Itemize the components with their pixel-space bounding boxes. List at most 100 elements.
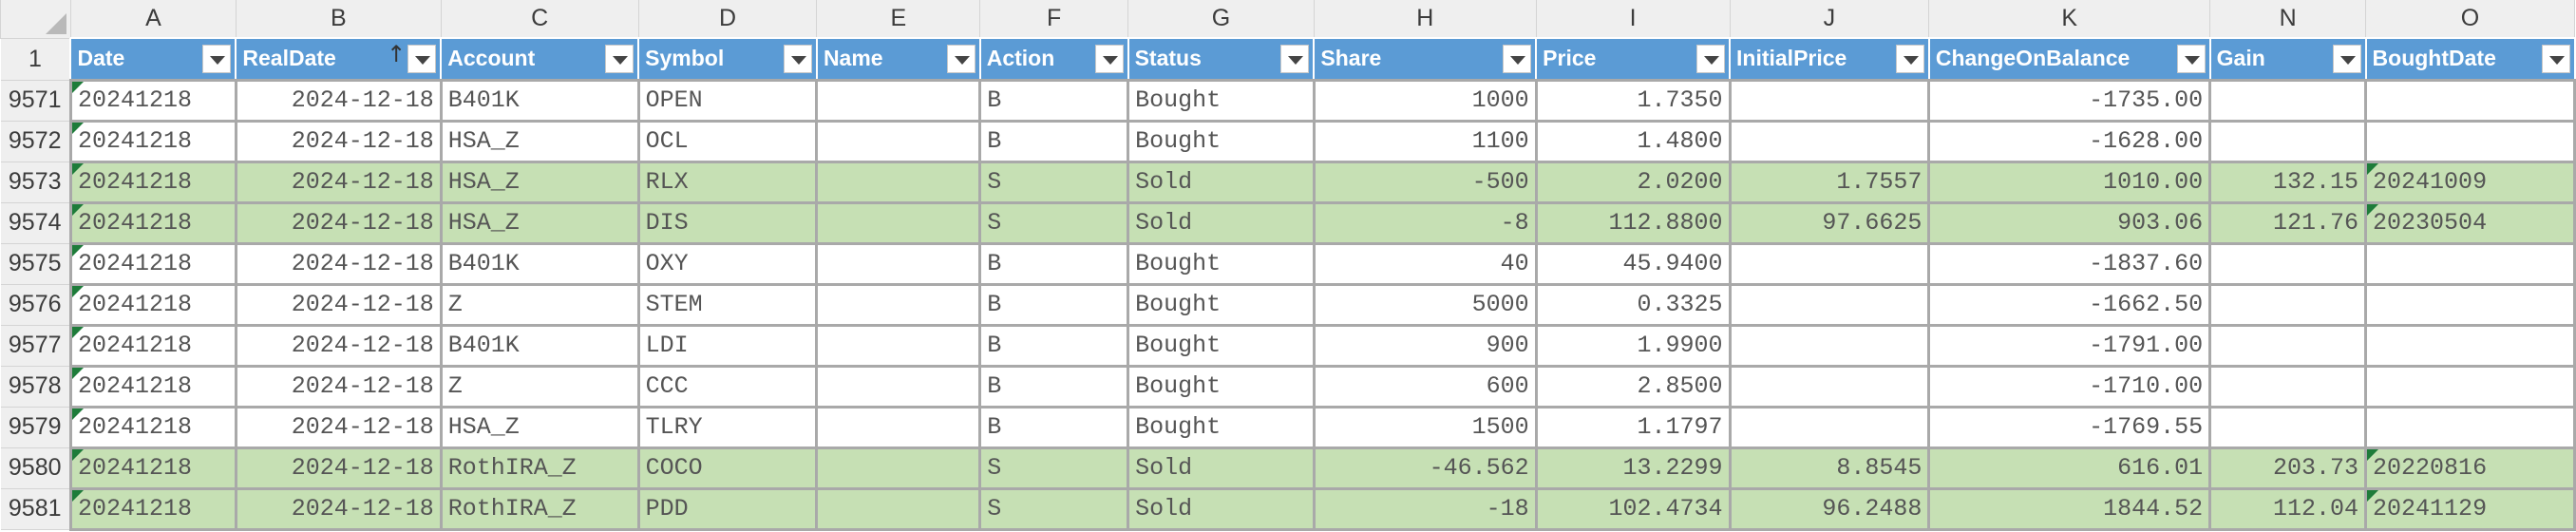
cell-status[interactable]: Bought xyxy=(1127,282,1316,327)
cell-status[interactable]: Sold xyxy=(1127,160,1316,204)
cell-gain[interactable] xyxy=(2208,78,2368,123)
cell-symbol[interactable]: LDI xyxy=(636,323,819,368)
cell-status[interactable]: Bought xyxy=(1127,119,1316,163)
row-number[interactable]: 9573 xyxy=(0,161,71,203)
cell-initialprice[interactable] xyxy=(1728,364,1931,408)
select-all-button[interactable] xyxy=(0,0,71,39)
cell-share[interactable]: -46.562 xyxy=(1312,446,1538,490)
cell-realdate[interactable]: 2024-12-18 xyxy=(234,160,443,204)
cell-status[interactable]: Sold xyxy=(1127,200,1316,245)
cell-gain[interactable]: 132.15 xyxy=(2208,160,2368,204)
cell-price[interactable]: 2.8500 xyxy=(1534,364,1732,408)
cell-action[interactable]: B xyxy=(978,364,1130,408)
cell-initialprice[interactable] xyxy=(1728,405,1931,449)
cell-account[interactable]: HSA_Z xyxy=(439,200,640,245)
filter-dropdown-icon[interactable] xyxy=(1094,45,1124,73)
header-cell-status[interactable]: Status xyxy=(1127,37,1316,81)
cell-account[interactable]: Z xyxy=(439,364,640,408)
filter-dropdown-icon[interactable] xyxy=(202,45,232,73)
cell-changeonbalance[interactable]: 1010.00 xyxy=(1927,160,2212,204)
cell-share[interactable]: 5000 xyxy=(1312,282,1538,327)
cell-date[interactable]: 20241218 xyxy=(68,405,237,449)
cell-action[interactable]: B xyxy=(978,78,1130,123)
filter-dropdown-icon[interactable] xyxy=(2176,45,2206,73)
row-number[interactable]: 9575 xyxy=(0,242,71,285)
cell-realdate[interactable]: 2024-12-18 xyxy=(234,78,443,123)
cell-symbol[interactable]: OPEN xyxy=(636,78,819,123)
cell-account[interactable]: RothIRA_Z xyxy=(439,486,640,531)
cell-action[interactable]: B xyxy=(978,241,1130,286)
column-letter[interactable]: A xyxy=(69,0,237,39)
cell-realdate[interactable]: 2024-12-18 xyxy=(234,486,443,531)
row-number[interactable]: 9581 xyxy=(0,487,71,530)
header-cell-date[interactable]: Date xyxy=(69,37,237,81)
cell-price[interactable]: 1.4800 xyxy=(1534,119,1732,163)
cell-account[interactable]: RothIRA_Z xyxy=(439,446,640,490)
cell-action[interactable]: S xyxy=(978,486,1130,531)
cell-name[interactable] xyxy=(815,486,982,531)
cell-gain[interactable] xyxy=(2208,364,2368,408)
cell-account[interactable]: HSA_Z xyxy=(439,119,640,163)
filter-dropdown-icon[interactable] xyxy=(1696,45,1726,73)
cell-status[interactable]: Bought xyxy=(1127,323,1316,368)
cell-share[interactable]: 40 xyxy=(1312,241,1538,286)
row-number[interactable]: 9574 xyxy=(0,201,71,244)
cell-action[interactable]: B xyxy=(978,282,1130,327)
cell-realdate[interactable]: 2024-12-18 xyxy=(234,200,443,245)
cell-symbol[interactable]: STEM xyxy=(636,282,819,327)
cell-changeonbalance[interactable]: -1662.50 xyxy=(1927,282,2212,327)
cell-price[interactable]: 112.8800 xyxy=(1534,200,1732,245)
column-letter[interactable]: C xyxy=(440,0,639,39)
cell-name[interactable] xyxy=(815,282,982,327)
cell-share[interactable]: -500 xyxy=(1312,160,1538,204)
cell-account[interactable]: B401K xyxy=(439,78,640,123)
cell-realdate[interactable]: 2024-12-18 xyxy=(234,241,443,286)
cell-status[interactable]: Bought xyxy=(1127,364,1316,408)
cell-share[interactable]: 1500 xyxy=(1312,405,1538,449)
cell-symbol[interactable]: DIS xyxy=(636,200,819,245)
cell-symbol[interactable]: OCL xyxy=(636,119,819,163)
header-cell-realdate[interactable]: RealDate ↑ xyxy=(235,37,443,81)
cell-gain[interactable] xyxy=(2208,282,2368,327)
cell-price[interactable]: 45.9400 xyxy=(1534,241,1732,286)
cell-account[interactable]: HSA_Z xyxy=(439,160,640,204)
row-number[interactable]: 9579 xyxy=(0,406,71,448)
cell-action[interactable]: S xyxy=(978,160,1130,204)
cell-boughtdate[interactable]: 20230504 xyxy=(2364,200,2576,245)
cell-date[interactable]: 20241218 xyxy=(68,160,237,204)
header-cell-gain[interactable]: Gain xyxy=(2208,37,2367,81)
cell-name[interactable] xyxy=(815,160,982,204)
row-number[interactable]: 9572 xyxy=(0,120,71,162)
header-cell-share[interactable]: Share xyxy=(1313,37,1538,81)
cell-changeonbalance[interactable]: -1837.60 xyxy=(1927,241,2212,286)
cell-name[interactable] xyxy=(815,78,982,123)
header-cell-changeonbalance[interactable]: ChangeOnBalance xyxy=(1927,37,2211,81)
cell-share[interactable]: 900 xyxy=(1312,323,1538,368)
cell-boughtdate[interactable] xyxy=(2364,241,2576,286)
cell-boughtdate[interactable]: 20241129 xyxy=(2364,486,2576,531)
cell-boughtdate[interactable] xyxy=(2364,323,2576,368)
header-cell-boughtdate[interactable]: BoughtDate xyxy=(2364,37,2576,81)
cell-changeonbalance[interactable]: 1844.52 xyxy=(1927,486,2212,531)
filter-dropdown-icon[interactable] xyxy=(2541,45,2570,73)
cell-action[interactable]: S xyxy=(978,446,1130,490)
row-number[interactable]: 1 xyxy=(0,37,71,81)
filter-dropdown-icon[interactable] xyxy=(1280,45,1310,73)
cell-initialprice[interactable]: 96.2488 xyxy=(1728,486,1931,531)
row-number[interactable]: 9578 xyxy=(0,365,71,408)
cell-price[interactable]: 102.4734 xyxy=(1534,486,1732,531)
filter-dropdown-icon[interactable] xyxy=(946,45,975,73)
cell-changeonbalance[interactable]: -1791.00 xyxy=(1927,323,2212,368)
cell-initialprice[interactable] xyxy=(1728,78,1931,123)
filter-dropdown-icon[interactable] xyxy=(407,45,437,73)
cell-initialprice[interactable]: 97.6625 xyxy=(1728,200,1931,245)
header-cell-action[interactable]: Action xyxy=(978,37,1129,81)
cell-initialprice[interactable]: 1.7557 xyxy=(1728,160,1931,204)
cell-gain[interactable]: 121.76 xyxy=(2208,200,2368,245)
cell-share[interactable]: 1100 xyxy=(1312,119,1538,163)
header-cell-initialprice[interactable]: InitialPrice xyxy=(1729,37,1930,81)
column-letter[interactable]: F xyxy=(979,0,1129,39)
cell-changeonbalance[interactable]: -1710.00 xyxy=(1927,364,2212,408)
cell-status[interactable]: Bought xyxy=(1127,241,1316,286)
column-letter[interactable]: D xyxy=(637,0,818,39)
